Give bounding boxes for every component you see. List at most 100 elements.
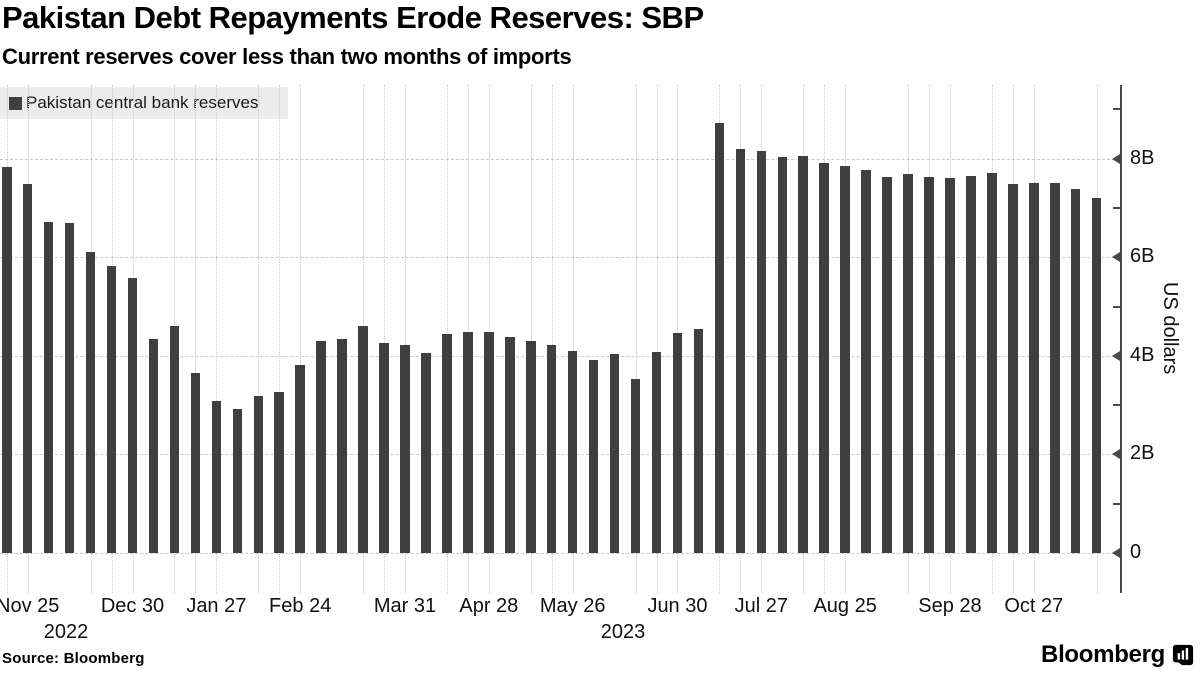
reserve-bar <box>651 351 662 553</box>
y-minor-tick <box>1113 206 1120 209</box>
reserve-bar <box>777 157 788 553</box>
x-gridline <box>384 85 386 593</box>
x-tick-label: Nov 25 <box>0 595 60 617</box>
reserve-bar <box>714 123 725 553</box>
reserve-bar <box>945 177 955 553</box>
y-tick-label: 8B <box>1130 146 1155 169</box>
reserve-bar <box>232 409 243 553</box>
reserve-bar <box>484 331 494 553</box>
reserve-bar <box>505 336 515 553</box>
y-tick-label: 0 <box>1130 541 1142 563</box>
reserve-bar <box>630 378 641 553</box>
y-gridline <box>0 553 1120 554</box>
reserve-bar <box>274 391 284 553</box>
y-tick-arrow-icon <box>1112 252 1120 263</box>
y-axis-line <box>1120 85 1122 593</box>
x-tick-label: Sep 28 <box>918 595 982 617</box>
reserve-bar <box>1008 183 1018 553</box>
reserve-bar <box>819 162 829 553</box>
bloomberg-wordmark: Bloomberg <box>1041 641 1165 668</box>
reserve-bar <box>882 176 892 553</box>
reserve-bar <box>526 341 536 553</box>
source-note: Source: Bloomberg <box>2 650 145 667</box>
x-gridline <box>258 85 260 593</box>
reserve-bar <box>672 332 683 553</box>
reserve-bar <box>421 352 431 553</box>
legend-label: Pakistan central bank reserves <box>26 93 259 112</box>
x-tick-label: Aug 25 <box>813 595 877 617</box>
x-year-label: 2022 <box>43 621 89 643</box>
y-tick-label: 6B <box>1130 245 1155 268</box>
reserve-bar <box>85 251 96 553</box>
reserve-bar <box>693 328 704 553</box>
y-minor-tick <box>1113 502 1120 505</box>
page-title: Pakistan Debt Repayments Erode Reserves:… <box>2 0 704 35</box>
x-gridline <box>279 85 281 593</box>
x-year-label: 2023 <box>600 621 646 643</box>
x-tick-label: Apr 28 <box>459 595 519 617</box>
reserve-bar <box>609 353 620 553</box>
reserve-bar <box>798 156 808 553</box>
reserve-bar <box>337 339 347 553</box>
y-tick-arrow-icon <box>1112 449 1120 460</box>
x-gridline <box>530 85 532 593</box>
reserve-bar <box>127 277 138 553</box>
reserve-bar <box>966 175 976 553</box>
y-tick-arrow-icon <box>1112 350 1120 361</box>
y-minor-tick <box>1113 305 1120 308</box>
reserve-bar <box>295 364 305 553</box>
reserve-bar <box>840 166 850 553</box>
x-gridline <box>195 85 197 593</box>
y-gridline <box>0 158 1120 160</box>
reserve-bar <box>211 400 222 553</box>
y-tick-label: 2B <box>1130 442 1155 465</box>
reserve-bar <box>1029 182 1039 553</box>
y-tick-arrow-icon <box>1112 153 1120 164</box>
reserve-bar <box>924 176 934 553</box>
x-tick-label: Dec 30 <box>100 595 165 617</box>
legend: Pakistan central bank reserves <box>0 87 288 119</box>
bloomberg-terminal-icon <box>1172 644 1194 666</box>
y-gridline <box>0 454 1120 456</box>
reserve-bar <box>148 339 159 553</box>
y-gridline <box>0 355 1120 357</box>
reserve-bar <box>442 333 452 553</box>
reserve-bar <box>463 331 473 553</box>
x-tick-label: Jul 27 <box>734 595 788 617</box>
reserve-bar <box>190 372 201 553</box>
reserve-bar <box>987 172 997 553</box>
x-gridline <box>656 85 658 593</box>
reserve-bar <box>903 173 913 553</box>
x-tick-label: Feb 24 <box>269 595 332 617</box>
x-gridline <box>216 85 218 593</box>
reserve-bar <box>756 150 767 553</box>
reserve-bar <box>546 344 557 553</box>
reserve-bar <box>64 222 75 553</box>
y-minor-tick <box>1113 404 1120 407</box>
y-tick-arrow-icon <box>1112 548 1120 558</box>
x-gridline <box>572 85 574 593</box>
reserve-bar <box>358 325 368 553</box>
legend-swatch-icon <box>9 96 22 110</box>
x-gridline <box>551 85 553 593</box>
reserve-bar <box>735 148 746 553</box>
x-tick-label: Mar 31 <box>373 595 437 617</box>
x-gridline <box>404 85 406 593</box>
y-minor-tick <box>1113 108 1120 111</box>
reserve-bar <box>400 344 410 553</box>
reserve-bar <box>253 395 264 553</box>
y-axis-title: US dollars <box>1159 282 1181 375</box>
reserve-bar <box>43 221 54 553</box>
y-gridline <box>0 257 1120 259</box>
x-tick-label: May 26 <box>539 595 606 617</box>
bloomberg-logo: Bloomberg <box>1041 641 1194 669</box>
reserve-bar <box>379 342 389 553</box>
reserve-bar <box>1050 182 1060 553</box>
reserve-bar <box>2 166 12 553</box>
x-tick-label: Jan 27 <box>186 595 247 617</box>
reserve-bar <box>1091 197 1102 553</box>
x-tick-label: Oct 27 <box>1004 595 1064 617</box>
page-subtitle: Current reserves cover less than two mon… <box>2 44 572 69</box>
reserve-bar <box>588 359 599 553</box>
